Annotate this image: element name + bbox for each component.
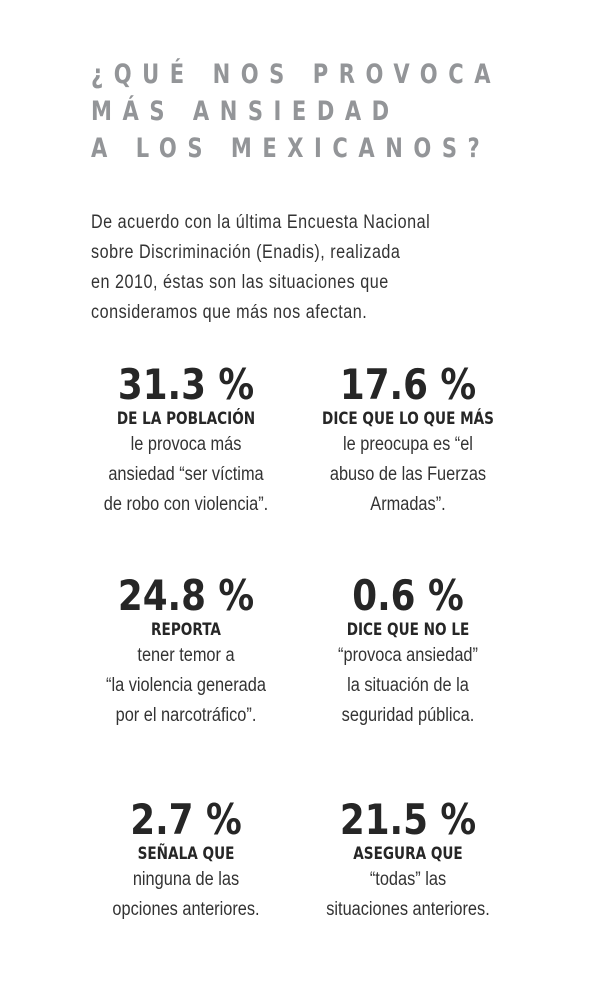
stat-value: 17.6 % (339, 360, 477, 409)
stat-text: “todas” las (369, 869, 447, 890)
stat-block: 17.6 % DICE QUE LO QUE MÁS le preocupa e… (288, 362, 528, 520)
stat-text: ansiedad “ser víctima (108, 464, 264, 485)
stat-value: 21.5 % (339, 795, 477, 844)
stat-text: la situación de la (347, 675, 469, 696)
stat-text: seguridad pública. (341, 705, 475, 726)
intro-line: en 2010, éstas son las situaciones que (91, 272, 389, 293)
stat-text: por el narcotráfico”. (115, 705, 257, 726)
title-line: ¿QUÉ NOS PROVOCA (91, 59, 502, 90)
stat-text: opciones anteriores. (112, 899, 260, 920)
page-title: ¿QUÉ NOS PROVOCA MÁS ANSIEDAD A LOS MEXI… (91, 56, 600, 167)
title-line: MÁS ANSIEDAD (91, 96, 400, 127)
stat-text: le preocupa es “el (343, 434, 473, 455)
stat-block: 2.7 % SEÑALA QUE ninguna de las opciones … (66, 797, 306, 925)
stat-text: Armadas”. (370, 494, 446, 515)
stat-value: 24.8 % (117, 571, 255, 620)
stat-label: SEÑALA QUE (137, 844, 235, 864)
title-line: A LOS MEXICANOS? (91, 133, 491, 164)
stat-block: 0.6 % DICE QUE NO LE “provoca ansiedad” l… (288, 573, 528, 731)
stat-text: abuso de las Fuerzas (329, 464, 487, 485)
intro-line: consideramos que más nos afectan. (91, 302, 368, 323)
stat-label: DE LA POBLACIÓN (116, 409, 256, 429)
stat-label: DICE QUE NO LE (346, 620, 470, 640)
stat-block: 24.8 % REPORTA tener temor a “la violenci… (66, 573, 306, 731)
stat-label: REPORTA (151, 620, 221, 640)
stat-value: 0.6 % (352, 571, 464, 620)
intro-line: sobre Discriminación (Enadis), realizada (91, 242, 401, 263)
stat-text: “provoca ansiedad” (338, 645, 478, 666)
stat-label: DICE QUE LO QUE MÁS (322, 409, 494, 429)
stat-text: “la violencia generada (106, 675, 266, 696)
stat-text: ninguna de las (132, 869, 240, 890)
stat-text: le provoca más (130, 434, 242, 455)
stat-block: 21.5 % ASEGURA QUE “todas” las situacione… (288, 797, 528, 925)
stat-label: ASEGURA QUE (353, 844, 463, 864)
stat-value: 2.7 % (130, 795, 242, 844)
intro-paragraph: De acuerdo con la última Encuesta Nacion… (91, 208, 600, 328)
stat-value: 31.3 % (117, 360, 255, 409)
stat-block: 31.3 % DE LA POBLACIÓN le provoca más ans… (66, 362, 306, 520)
intro-line: De acuerdo con la última Encuesta Nacion… (91, 212, 431, 233)
stat-text: situaciones anteriores. (326, 899, 490, 920)
stat-text: de robo con violencia”. (103, 494, 269, 515)
stat-text: tener temor a (137, 645, 235, 666)
